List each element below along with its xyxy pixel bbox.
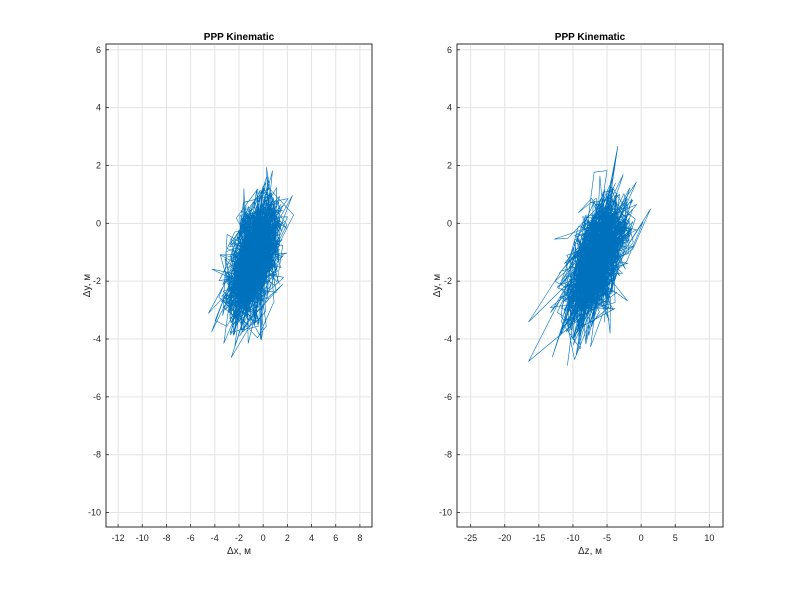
y-tick-label: 4: [96, 103, 101, 113]
x-tick-label: -4: [211, 533, 219, 543]
x-tick-label: -6: [187, 533, 195, 543]
y-tick-label: -4: [93, 334, 101, 344]
x-tick-label: -10: [136, 533, 149, 543]
y-tick-label: -6: [93, 392, 101, 402]
x-tick-label: -5: [603, 533, 611, 543]
y-tick-label: 4: [447, 103, 452, 113]
x-tick-label: 10: [704, 533, 714, 543]
axes-right-data: [528, 145, 651, 366]
x-tick-label: -10: [566, 533, 579, 543]
axes-left-data: [208, 167, 294, 358]
y-tick-label: -2: [93, 276, 101, 286]
axes-left: -12 -10 -8 -6 -4 -2 0 2 4 6 8 -10 -8 -6 -4 -2 0 2 4 6 PPP K…: [82, 32, 373, 557]
x-tick-label: -20: [498, 533, 511, 543]
x-tick-label: 0: [261, 533, 266, 543]
axes-right-frame: [456, 43, 724, 528]
y-tick-label: 0: [447, 218, 452, 228]
x-tick-label: -15: [532, 533, 545, 543]
axes-left-ylabel: Δy, м: [82, 274, 93, 297]
y-tick-label: -2: [444, 276, 452, 286]
y-tick-label: 6: [96, 45, 101, 55]
x-tick-label: 5: [673, 533, 678, 543]
axes-left-grid: [106, 44, 372, 527]
y-tick-label: -8: [93, 450, 101, 460]
y-tick-label: -10: [88, 508, 101, 518]
x-tick-label: -2: [235, 533, 243, 543]
series-line: [528, 145, 651, 366]
y-tick-label: 2: [96, 160, 101, 170]
y-tick-label: 0: [96, 218, 101, 228]
y-tick-label: -10: [439, 508, 452, 518]
axes-left-xlabel: Δx, м: [227, 546, 251, 557]
x-tick-label: -25: [464, 533, 477, 543]
x-tick-label: 4: [309, 533, 314, 543]
x-tick-label: 8: [357, 533, 362, 543]
y-tick-label: -4: [444, 334, 452, 344]
x-tick-label: -12: [112, 533, 125, 543]
y-tick-label: -6: [444, 392, 452, 402]
y-tick-label: 2: [447, 160, 452, 170]
axes-right-ylabel: Δy, м: [432, 274, 443, 297]
y-tick-label: 6: [447, 45, 452, 55]
series-line: [208, 167, 294, 358]
axes-right-title: PPP Kinematic: [555, 32, 626, 43]
axes-right-xlabel: Δz, м: [578, 546, 602, 557]
x-tick-label: 6: [333, 533, 338, 543]
y-tick-label: -8: [444, 450, 452, 460]
x-tick-label: 2: [285, 533, 290, 543]
x-tick-label: -8: [162, 533, 170, 543]
x-tick-label: 0: [639, 533, 644, 543]
axes-left-title: PPP Kinematic: [204, 32, 275, 43]
axes-left-ticks: -12 -10 -8 -6 -4 -2 0 2 4 6 8 -10 -8 -6 -4 -2 0 2 4 6: [88, 45, 362, 543]
